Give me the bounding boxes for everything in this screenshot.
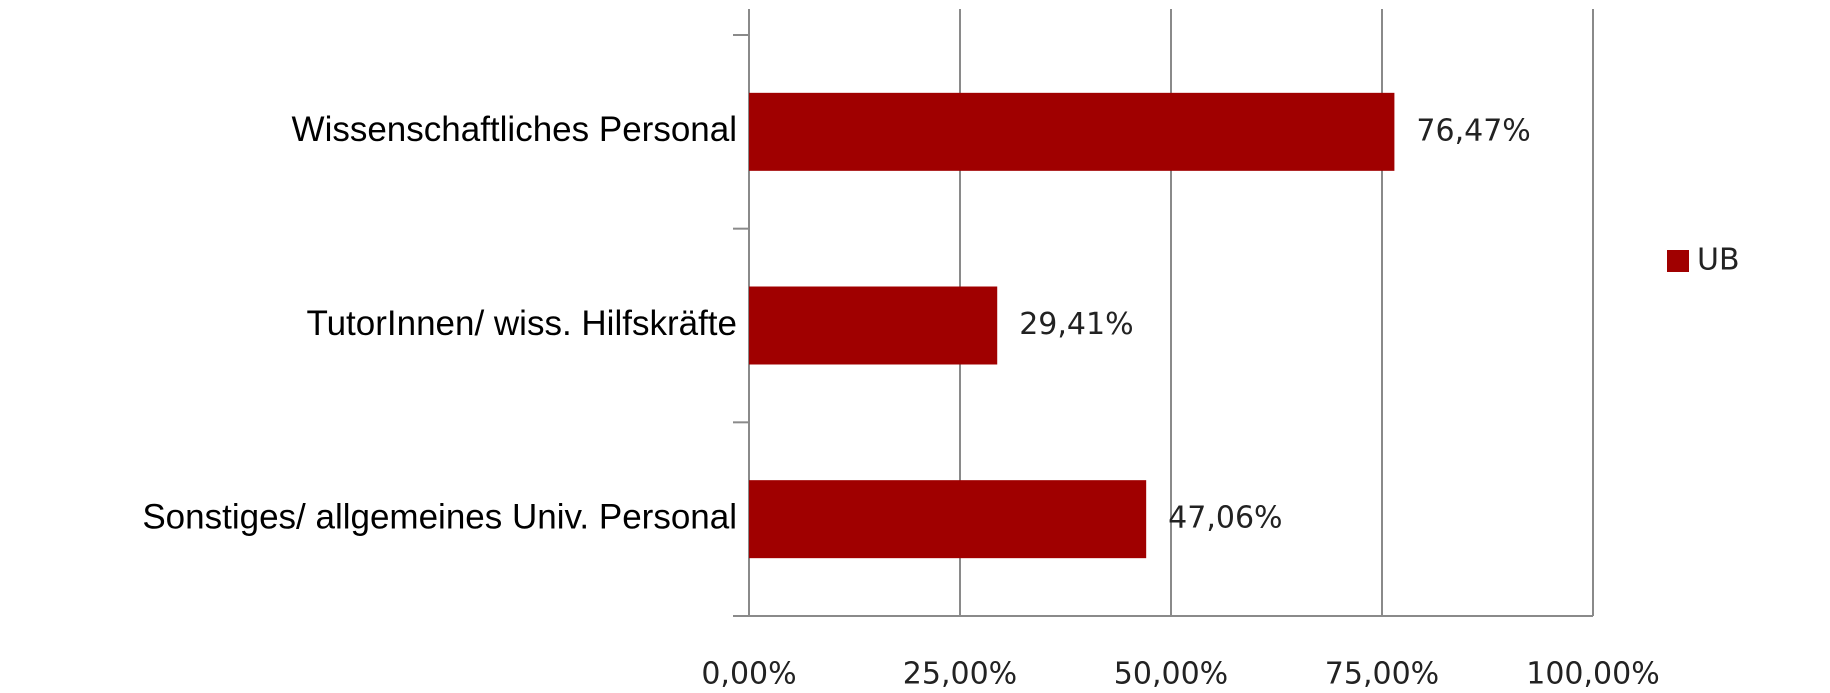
bar bbox=[749, 92, 1395, 171]
legend-swatch bbox=[1667, 250, 1689, 272]
value-label: 76,47% bbox=[1416, 113, 1530, 148]
value-label: 47,06% bbox=[1168, 501, 1282, 536]
x-tick-label: 100,00% bbox=[1526, 657, 1659, 692]
value-label: 29,41% bbox=[1019, 307, 1133, 342]
y-tick-label: TutorInnen/ wiss. Hilfskräfte bbox=[306, 304, 737, 343]
y-tick-label: Wissenschaftliches Personal bbox=[292, 110, 737, 149]
y-tick-label: Sonstiges/ allgemeines Univ. Personal bbox=[142, 497, 737, 536]
bar bbox=[749, 286, 998, 365]
x-tick-label: 25,00% bbox=[903, 657, 1017, 692]
x-tick-label: 0,00% bbox=[701, 657, 796, 692]
bar bbox=[749, 480, 1147, 559]
x-tick-label: 50,00% bbox=[1114, 657, 1228, 692]
x-tick-label: 75,00% bbox=[1325, 657, 1439, 692]
legend-label: UB bbox=[1697, 243, 1740, 278]
